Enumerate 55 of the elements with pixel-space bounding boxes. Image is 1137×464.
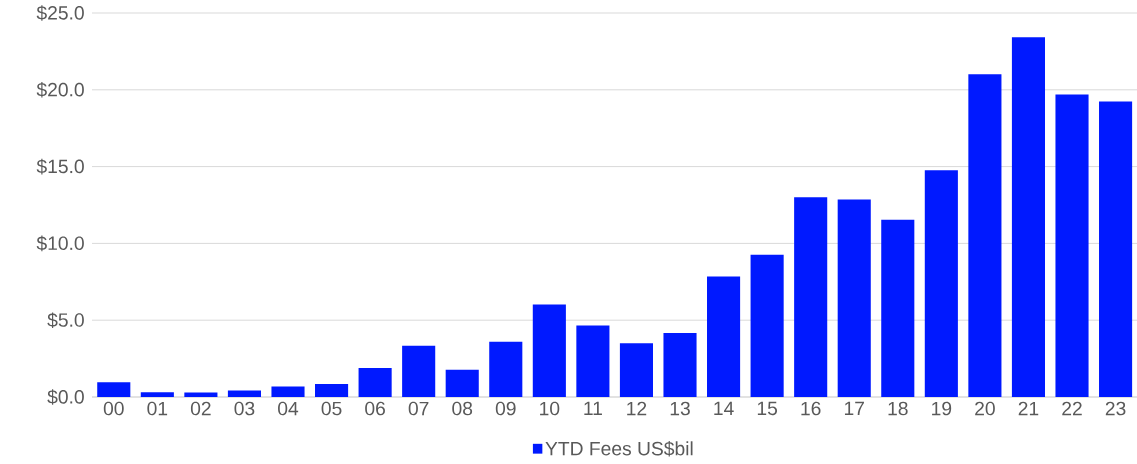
bar [1011,37,1046,397]
bar [837,199,871,397]
x-tick-label: 18 [888,401,908,416]
x-tick-label: 19 [932,401,952,416]
bar [1099,101,1133,397]
bar [1055,94,1089,397]
x-tick-label: 13 [670,401,690,416]
y-tick-label: $0.0 [47,389,84,405]
x-tick-label: 16 [801,401,821,416]
x-tick-label: 09 [495,401,516,416]
bar [402,345,436,397]
bar [358,367,392,397]
x-tick-label: 04 [278,401,299,416]
x-tick-label: 02 [190,401,211,416]
x-tick-label: 23 [1105,401,1126,416]
y-tick-label: $25.0 [36,5,84,21]
bar [924,170,958,397]
y-tick-label: $5.0 [47,312,84,328]
x-tick-label: 14 [714,401,734,415]
x-tick-label: 01 [147,401,168,416]
bar [968,74,1002,397]
bar [271,386,305,397]
x-tick-label: 06 [365,401,385,416]
bar [707,276,741,397]
x-tick-label: 22 [1062,401,1082,416]
bar [97,382,131,397]
bar [794,197,828,397]
x-tick-label: 00 [103,401,124,416]
y-tick-label: $10.0 [36,235,84,252]
bar [532,304,566,397]
y-tick-label: $15.0 [36,158,84,175]
bar [750,254,784,397]
bar [663,332,697,397]
bar [184,392,218,397]
x-tick-label: 17 [844,401,864,415]
bar [881,219,915,397]
bar [489,341,523,397]
x-tick-label: 03 [234,401,255,416]
x-tick-label: 08 [452,401,473,416]
legend-label: YTD Fees US$bil [545,440,693,457]
x-tick-label: 10 [540,401,560,416]
bar [315,384,349,397]
bar [576,325,610,397]
x-tick-label: 20 [975,401,995,416]
x-tick-label: 07 [408,401,429,416]
bar [140,392,174,397]
x-tick-label: 12 [627,401,647,416]
bar [445,369,479,397]
x-tick-label: 21 [1018,401,1039,416]
bar [227,390,261,397]
y-tick-label: $20.0 [36,81,84,98]
bar [619,343,653,397]
x-tick-label: 11 [584,401,602,415]
x-tick-label: 05 [321,401,342,416]
x-tick-label: 15 [757,401,778,416]
